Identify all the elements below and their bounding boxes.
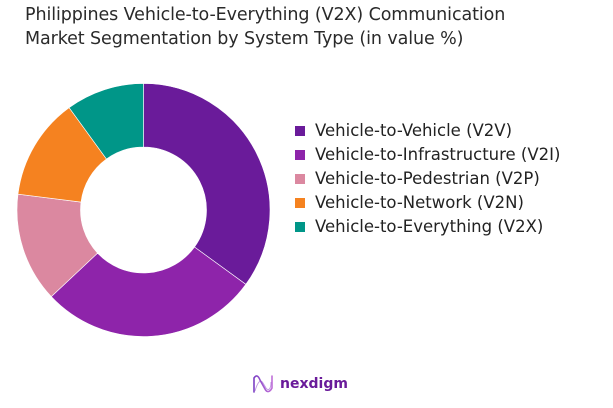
nexdigm-logo: nexdigm — [252, 374, 348, 394]
legend-swatch-v2p — [295, 174, 305, 184]
donut-slice-v2x — [68, 83, 144, 160]
legend-item-v2p: Vehicle-to-Pedestrian (V2P) — [295, 167, 605, 191]
legend-swatch-v2n — [295, 198, 305, 208]
legend-swatch-v2v — [295, 126, 305, 136]
donut-slice-v2v — [143, 83, 271, 285]
logo-text: nexdigm — [280, 376, 348, 392]
legend-label-v2v: Vehicle-to-Vehicle (V2V) — [315, 121, 513, 140]
chart-title: Philippines Vehicle-to-Everything (V2X) … — [25, 3, 505, 51]
legend-label-v2x: Vehicle-to-Everything (V2X) — [315, 217, 544, 236]
donut-slice-v2i — [50, 246, 247, 337]
legend-item-v2i: Vehicle-to-Infrastructure (V2I) — [295, 143, 605, 167]
legend-label-v2i: Vehicle-to-Infrastructure (V2I) — [315, 145, 561, 164]
nexdigm-wave-icon — [253, 375, 273, 393]
legend-label-v2p: Vehicle-to-Pedestrian (V2P) — [315, 169, 540, 188]
legend-item-v2x: Vehicle-to-Everything (V2X) — [295, 215, 605, 239]
donut-slices — [16, 83, 271, 337]
legend-label-v2n: Vehicle-to-Network (V2N) — [315, 193, 524, 212]
chart-title-line-1: Philippines Vehicle-to-Everything (V2X) … — [25, 5, 506, 25]
legend-swatch-v2i — [295, 150, 305, 160]
legend-swatch-v2x — [295, 222, 305, 232]
chart-title-line-2: Market Segmentation by System Type (in v… — [25, 29, 464, 49]
chart-legend: Vehicle-to-Vehicle (V2V) Vehicle-to-Infr… — [295, 119, 605, 239]
legend-item-v2n: Vehicle-to-Network (V2N) — [295, 191, 605, 215]
legend-item-v2v: Vehicle-to-Vehicle (V2V) — [295, 119, 605, 143]
